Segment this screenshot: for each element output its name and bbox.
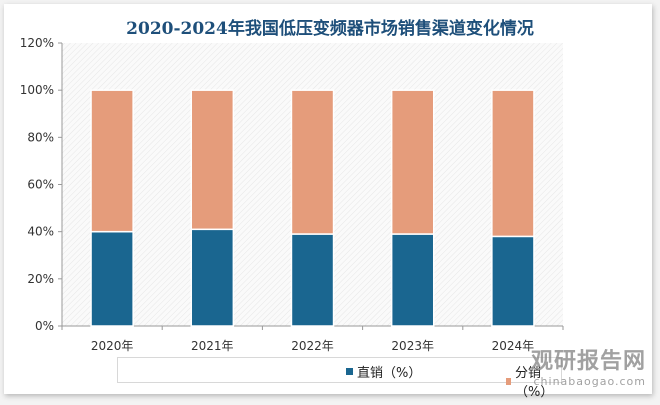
- y-tick-label: 80%: [27, 130, 54, 144]
- y-tick-label: 20%: [27, 272, 54, 286]
- y-tick-label: 0%: [35, 319, 54, 333]
- bar-segment: [90, 230, 134, 327]
- bar-segment: [491, 235, 535, 327]
- x-tick-label: 2022年: [291, 339, 334, 353]
- y-tick-label: 100%: [20, 83, 54, 97]
- x-tick-label: 2021年: [191, 339, 234, 353]
- y-tick-label: 60%: [27, 178, 54, 192]
- x-tick-label: 2020年: [91, 339, 134, 353]
- y-tick-label: 40%: [27, 225, 54, 239]
- watermark-en: chinabaogao.com: [533, 375, 646, 388]
- legend-swatch: [506, 377, 511, 385]
- bar-segment: [491, 89, 535, 238]
- bar-segment: [390, 89, 435, 235]
- legend-item-distribution: 分销（%）: [506, 362, 561, 400]
- legend: 直销（%） 分销（%）: [117, 357, 562, 400]
- bar-segment: [190, 228, 235, 327]
- legend-item-direct: 直销（%）: [346, 362, 421, 381]
- legend-swatch: [346, 368, 353, 375]
- watermark: 观研报告网 chinabaogao.com: [531, 343, 646, 388]
- bar-segment: [290, 233, 335, 327]
- y-tick-label: 120%: [20, 36, 54, 50]
- legend-label: 直销（%）: [357, 366, 422, 381]
- bar-segment: [390, 233, 435, 327]
- bar-segment: [190, 89, 235, 231]
- legend-label: 分销（%）: [515, 366, 554, 400]
- watermark-cn: 观研报告网: [530, 349, 646, 374]
- x-tick-label: 2024年: [492, 339, 535, 353]
- bar-segment: [290, 89, 335, 235]
- chart-title: 2020-2024年我国低压变频器市场销售渠道变化情况: [126, 19, 534, 39]
- bar-segment: [90, 89, 134, 233]
- x-tick-label: 2023年: [391, 339, 434, 353]
